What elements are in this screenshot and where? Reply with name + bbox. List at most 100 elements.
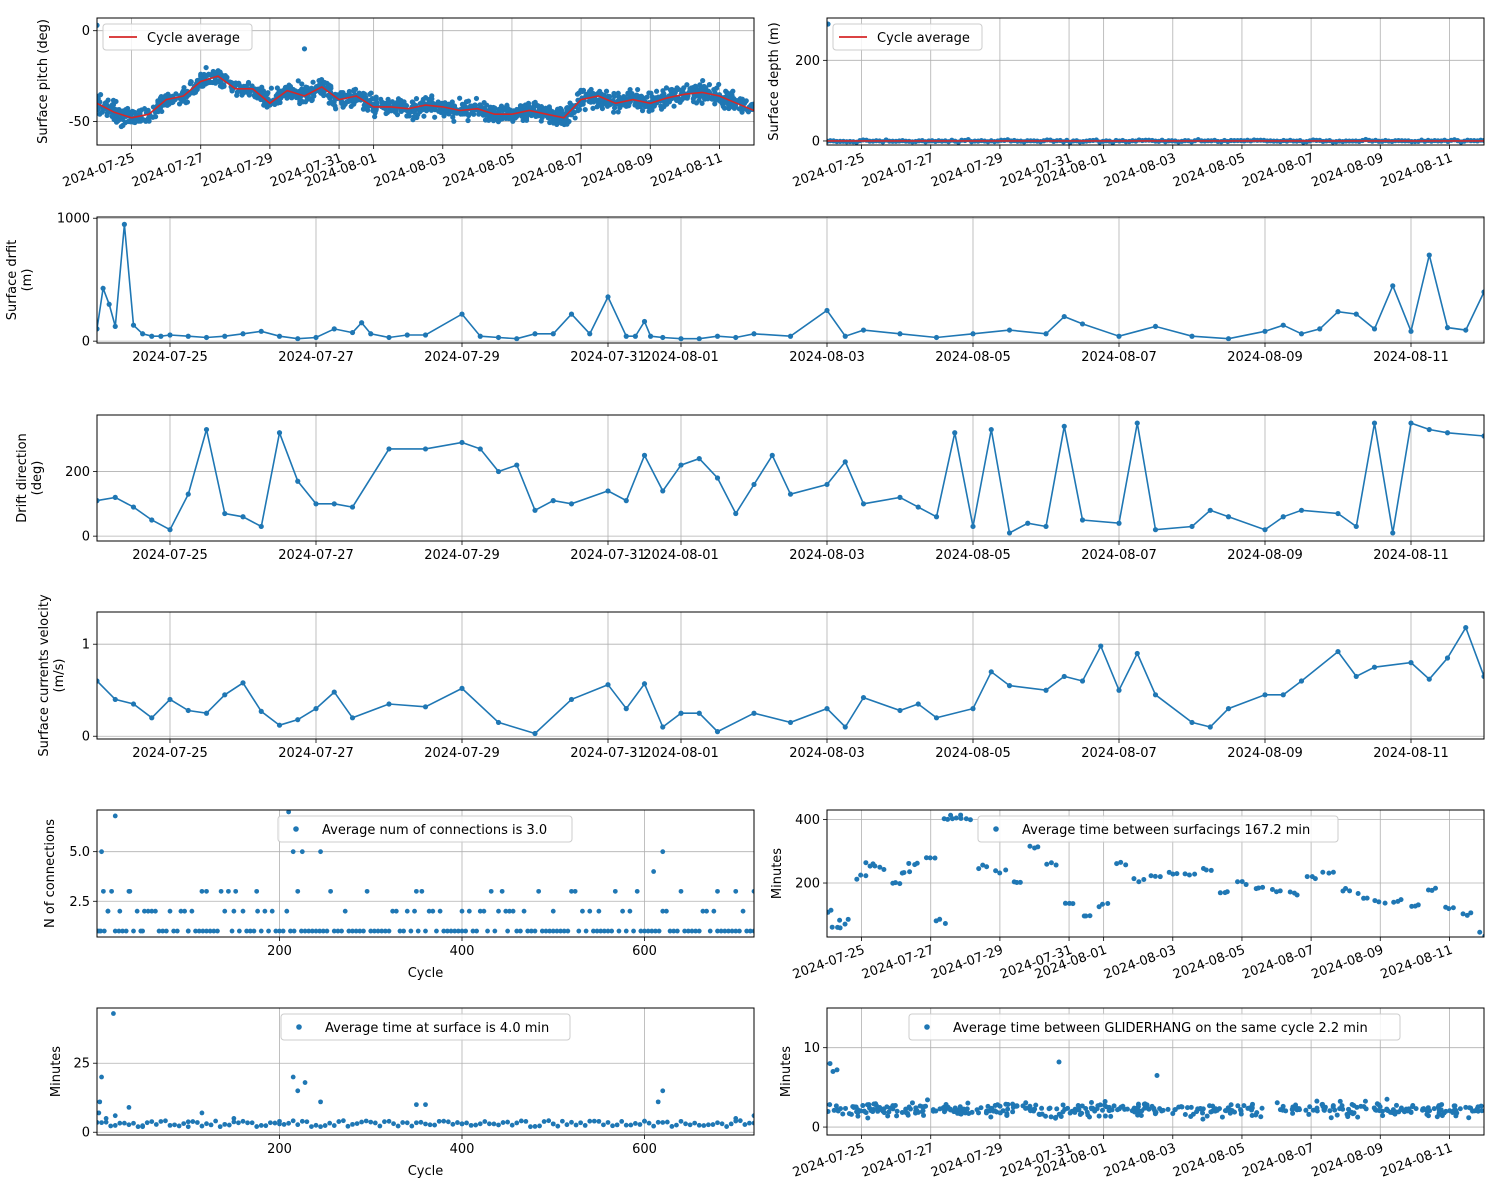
data-point (1280, 322, 1286, 328)
data-point (1056, 1111, 1062, 1117)
x-tick-label: 2024-07-25 (791, 943, 867, 983)
data-point (258, 708, 264, 714)
data-point (1353, 673, 1359, 680)
data-point (455, 928, 461, 934)
chart-velocity (93, 612, 1484, 743)
data-point (958, 815, 964, 821)
data-point (641, 318, 648, 325)
data-point (117, 908, 123, 914)
data-point (623, 498, 629, 504)
data-point (875, 1106, 881, 1112)
data-point (288, 928, 293, 934)
data-point (525, 928, 531, 934)
data-point (1280, 692, 1286, 698)
data-point (222, 510, 228, 517)
data-point (728, 1121, 734, 1127)
data-point (273, 928, 279, 934)
data-point (233, 888, 239, 894)
data-point (1014, 1103, 1020, 1109)
data-point (897, 881, 903, 887)
data-point (635, 86, 641, 93)
data-point (748, 102, 754, 108)
data-point (651, 1123, 657, 1129)
data-point (1023, 1100, 1029, 1106)
data-point (327, 1120, 333, 1126)
data-point (605, 1120, 611, 1125)
data-point (696, 456, 702, 462)
data-point (1398, 897, 1404, 903)
data-point (523, 1118, 529, 1124)
data-point (309, 1124, 314, 1129)
scatter-series (97, 810, 754, 934)
data-point (1039, 1111, 1045, 1117)
data-point (696, 928, 702, 934)
data-point (1120, 1103, 1126, 1109)
x-tick-label: 2024-08-07 (1240, 151, 1316, 191)
data-point (269, 908, 275, 914)
data-point (350, 1121, 355, 1127)
data-point (185, 1119, 191, 1125)
data-point (824, 706, 830, 712)
x-tick-label: 2024-07-25 (791, 1141, 867, 1181)
x-tick-label: 2024-08-03 (789, 350, 865, 365)
data-point (1222, 1108, 1228, 1114)
data-point (737, 1118, 743, 1124)
x-tick-label: 2024-07-25 (61, 151, 137, 191)
data-point (231, 1119, 237, 1125)
data-point (222, 1121, 228, 1127)
data-point (1170, 871, 1176, 877)
data-point (234, 89, 240, 95)
data-point (221, 83, 227, 89)
data-point (1320, 1101, 1326, 1107)
x-axis-label: Cycle (408, 1164, 444, 1179)
data-point (550, 498, 556, 504)
data-point (281, 1122, 287, 1127)
data-point (941, 1106, 947, 1112)
data-point (631, 928, 636, 934)
data-point (211, 928, 217, 934)
data-point (1192, 871, 1198, 877)
data-point (1039, 1105, 1045, 1111)
data-point (532, 928, 538, 934)
data-point (541, 1119, 547, 1124)
data-point (693, 928, 698, 934)
data-point (1262, 692, 1268, 698)
data-point (473, 1122, 479, 1128)
data-point (626, 101, 632, 107)
data-point (623, 706, 629, 712)
data-point (1277, 888, 1283, 894)
data-point (649, 928, 655, 934)
data-point (103, 1119, 109, 1125)
data-point (240, 331, 246, 337)
data-point (678, 1118, 684, 1124)
data-point (192, 89, 199, 95)
data-point (372, 1120, 378, 1126)
x-tick-label: 2024-08-03 (1102, 943, 1178, 983)
data-point (992, 1103, 998, 1109)
line-series (97, 625, 1484, 737)
data-point (481, 908, 487, 914)
data-point (678, 710, 684, 716)
data-point (737, 928, 742, 934)
data-point (185, 491, 191, 497)
data-point (506, 115, 512, 122)
data-point (1390, 1107, 1396, 1113)
data-point (1043, 523, 1049, 530)
data-point (842, 724, 848, 730)
data-point (372, 928, 377, 934)
data-point (1189, 333, 1195, 339)
data-point (249, 1120, 255, 1126)
x-tick-label: 2024-08-01 (643, 746, 719, 761)
data-point (125, 118, 131, 125)
data-point (526, 103, 532, 109)
data-point (486, 1121, 492, 1127)
data-point (724, 1124, 730, 1129)
x-tick-label: 2024-08-09 (1227, 746, 1303, 761)
data-point (907, 869, 913, 875)
data-point (1467, 1105, 1473, 1111)
data-point (565, 928, 571, 934)
data-point (721, 105, 728, 111)
x-tick-label: 2024-07-25 (132, 746, 208, 761)
data-point (594, 928, 600, 934)
